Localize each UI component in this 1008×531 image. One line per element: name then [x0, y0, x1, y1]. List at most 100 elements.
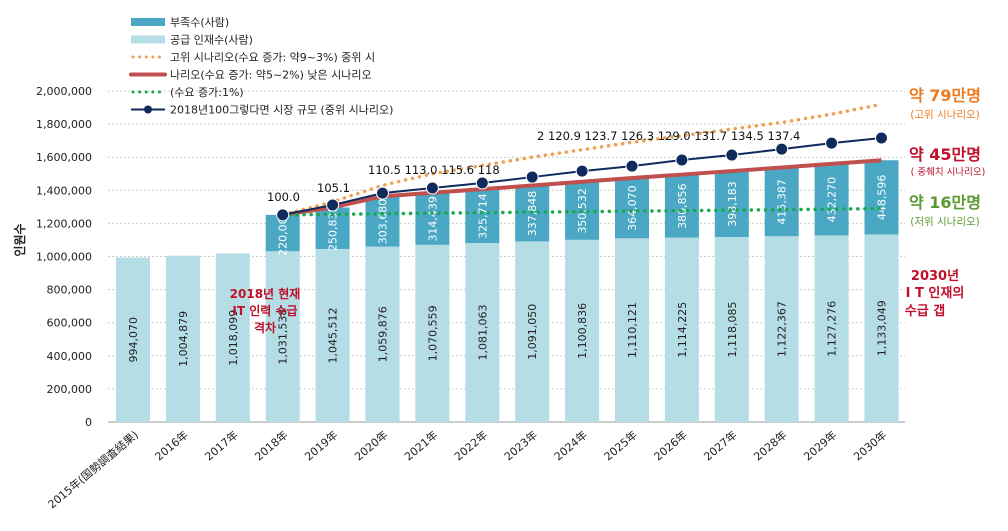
shortage-bar-label: 364,070	[626, 185, 639, 231]
shortage-bar-label: 250,835	[327, 205, 340, 251]
series-marker	[475, 176, 489, 190]
x-tick-label: 2021年	[401, 428, 440, 464]
annotation-line: 격차	[254, 320, 276, 335]
low-scenario-sub: (저위 시나리오)	[910, 215, 980, 228]
supply-bar-label: 1,081,063	[476, 305, 489, 361]
series-marker	[326, 198, 340, 212]
legend-label: 2018년100그렇다면 시장 규모 (중위 시나리오)	[170, 104, 393, 117]
shortage-bar-label: 448,596	[876, 175, 889, 221]
legend-label: (수요 증가:1%)	[170, 86, 244, 99]
shortage-bar-label: 314,439	[426, 196, 439, 242]
index-label: 105.1	[317, 181, 350, 195]
legend-swatch	[131, 35, 165, 44]
supply-bar	[714, 236, 749, 422]
center-annotation: 2018년 현재 IT 인력 수급 격차	[230, 286, 301, 335]
lines	[276, 102, 888, 222]
y-tick-label: 400,000	[47, 350, 93, 363]
x-tick-label: 2019年	[302, 428, 341, 464]
y-tick-label: 2,000,000	[36, 85, 92, 98]
series-marker	[625, 159, 639, 173]
x-tick-label: 2016年	[152, 428, 191, 464]
shortage-bar-label: 398,183	[726, 181, 739, 227]
x-tick-label: 2017年	[202, 428, 241, 464]
x-tick-label: 2020年	[352, 428, 391, 464]
supply-bar	[664, 237, 699, 422]
supply-bar	[465, 243, 500, 422]
supply-bar-label: 1,110,121	[626, 302, 639, 358]
shortage-bar	[814, 163, 849, 236]
y-tick-label: 1,200,000	[36, 217, 92, 230]
y-tick-label: 800,000	[47, 284, 93, 297]
supply-bar	[415, 244, 450, 422]
supply-bar	[565, 239, 600, 422]
supply-bar	[365, 246, 400, 422]
series-marker	[775, 142, 789, 156]
series-marker	[825, 136, 839, 150]
series-line	[280, 102, 884, 217]
shortage-bar	[465, 189, 500, 244]
series-marker	[575, 164, 589, 178]
supply-bar	[315, 248, 350, 422]
x-tick-label: 2025年	[601, 428, 640, 464]
supply-bar	[615, 238, 649, 422]
shortage-bar-label: 303,680	[377, 199, 390, 245]
supply-bar-label: 1,118,085	[726, 301, 739, 357]
supply-bar-label: 1,114,225	[676, 302, 689, 358]
supply-bar-label: 1,127,276	[826, 301, 839, 357]
shortage-bar	[415, 192, 450, 245]
index-label: 100.0	[267, 190, 300, 204]
supply-bar-label: 1,018,099	[227, 310, 240, 366]
supply-bar-label: 1,133,049	[876, 300, 889, 356]
supply-bar-label: 994,070	[127, 317, 140, 363]
x-tick-label: 2022年	[451, 428, 490, 464]
y-tick-label: 1,800,000	[36, 118, 92, 131]
shortage-bar	[615, 178, 649, 239]
supply-bar-label: 1,091,050	[526, 304, 539, 360]
index-label: 2 120.9 123.7 126.3 129.0 131.7 134.5 13…	[537, 129, 800, 143]
supply-bar	[814, 235, 849, 422]
gap-line: 수급 갭	[905, 304, 945, 319]
supply-bar-label: 1,122,367	[776, 301, 789, 357]
shortage-bar	[864, 160, 899, 235]
low-scenario-value: 약 16만명	[909, 193, 981, 212]
x-tick-label: 2030年	[851, 428, 890, 464]
legend-label: 공급 인재수(사람)	[170, 34, 253, 47]
mid-scenario-value: 약 45만명	[909, 145, 981, 164]
shortage-bar-label: 432,270	[826, 177, 839, 223]
series-marker	[525, 170, 539, 184]
supply-bar	[116, 257, 150, 422]
supply-bar-label: 1,004,879	[177, 311, 190, 367]
index-labels: 100.0 105.1 110.5 113.0 115.6 118 2 120.…	[267, 129, 800, 204]
y-tick-label: 1,400,000	[36, 184, 92, 197]
shortage-bar	[365, 196, 400, 247]
supply-bar-label: 1,070,559	[426, 305, 439, 361]
legend-label: 부족수(사람)	[170, 16, 229, 29]
shortage-bar	[714, 171, 749, 237]
supply-bar-label: 1,045,512	[327, 307, 340, 363]
x-tick-label: 2029年	[801, 428, 840, 464]
legend-swatch	[131, 18, 165, 26]
series-marker	[376, 186, 389, 200]
x-tick-label: 2015年(国勢調査結果)	[45, 428, 141, 512]
annotation-line: IT 인력 수급	[232, 303, 297, 318]
series-marker	[875, 131, 888, 145]
shortage-bar-label: 350,532	[576, 188, 589, 234]
supply-bar	[265, 251, 300, 422]
shortage-bar	[764, 167, 799, 237]
x-tick-label: 2027年	[701, 428, 740, 464]
supply-bar-label: 1,100,836	[576, 303, 589, 359]
x-tick-label: 2024年	[551, 428, 590, 464]
y-axis-label: 인원수	[12, 223, 27, 256]
supply-bar-label: 1,031,538	[277, 309, 290, 365]
supply-bar-label: 1,059,876	[377, 306, 390, 362]
right-annotations: 약 79만명 (고위 시나리오) 약 45만명 ( 중췌치 시나리오) 약 16…	[905, 86, 986, 319]
gap-line: I T 인재의	[906, 285, 965, 301]
index-label: 110.5 113.0 115.6 118	[368, 163, 500, 177]
y-tick-label: 600,000	[47, 317, 93, 330]
y-tick-label: 1,600,000	[36, 151, 92, 164]
high-scenario-sub: (고위 시나리오)	[910, 108, 980, 121]
legend-label: 나리오(수요 증가: 약5~2%) 낮은 시나리오	[170, 68, 372, 82]
y-tick-label: 200,000	[47, 383, 93, 396]
legend-marker	[144, 105, 152, 114]
series-marker	[675, 153, 689, 167]
